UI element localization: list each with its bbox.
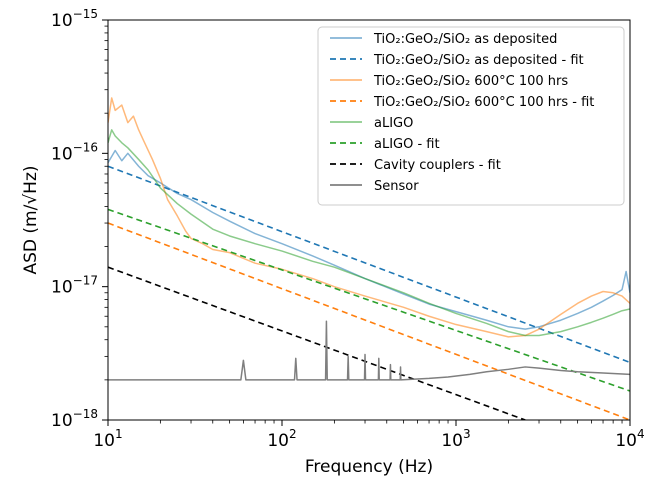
legend-box	[317, 26, 625, 206]
x-tick-label: 103	[441, 427, 470, 451]
y-tick-label: 10−16	[51, 140, 98, 164]
legend-label: Cavity couplers - fit	[374, 158, 501, 173]
legend-label: TiO₂:GeO₂/SiO₂ 600°C 100 hrs - fit	[373, 95, 594, 110]
legend-label: TiO₂:GeO₂/SiO₂ 600°C 100 hrs	[373, 74, 568, 89]
y-tick-label: 10−18	[51, 407, 98, 431]
x-tick-label: 104	[615, 427, 644, 451]
series-line-sensor	[108, 320, 630, 381]
series-line-tio-geo-sio-600-c-100-hrs-fit	[108, 222, 630, 420]
x-tick-label: 102	[267, 427, 296, 451]
legend-label: Sensor	[374, 179, 419, 194]
plot-frame	[107, 19, 631, 421]
series-line-aligo-fit	[108, 208, 630, 392]
legend-label: aLIGO	[374, 116, 413, 131]
y-tick-label: 10−17	[51, 274, 98, 298]
legend-label: TiO₂:GeO₂/SiO₂ as deposited	[373, 32, 557, 47]
series-line-tio-geo-sio-as-deposited-fit	[108, 165, 630, 364]
x-axis-title: Frequency (Hz)	[305, 457, 433, 477]
ticks-layer: 101 102 103 104 10−18 10−17 10−16 10−15	[51, 7, 645, 451]
series-layer	[108, 97, 630, 420]
legend: TiO₂:GeO₂/SiO₂ as deposited TiO₂:GeO₂/SiO…	[317, 26, 625, 206]
legend-label: TiO₂:GeO₂/SiO₂ as deposited - fit	[373, 53, 584, 68]
series-line-aligo	[108, 129, 630, 337]
series-line-cavity-couplers-fit	[108, 266, 526, 420]
legend-label: aLIGO - fit	[374, 137, 440, 152]
y-axis-title: ASD (m/√Hz)	[21, 165, 41, 274]
x-tick-label: 101	[93, 427, 122, 451]
y-tick-label: 10−15	[51, 7, 98, 31]
